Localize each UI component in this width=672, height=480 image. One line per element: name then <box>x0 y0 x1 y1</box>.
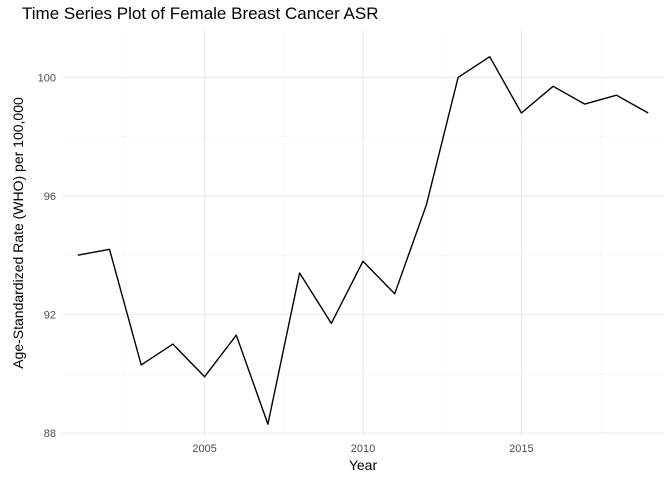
y-tick-label: 92 <box>44 309 56 321</box>
y-tick-label: 88 <box>44 428 56 440</box>
chart-title: Time Series Plot of Female Breast Cancer… <box>22 4 379 23</box>
y-axis-title: Age-Standardized Rate (WHO) per 100,000 <box>10 97 26 369</box>
y-tick-label: 100 <box>38 72 56 84</box>
x-tick-label: 2010 <box>351 443 375 455</box>
x-tick-labels: 2005 2010 2015 <box>192 443 533 455</box>
x-tick-label: 2005 <box>192 443 216 455</box>
y-tick-labels: 88 92 96 100 <box>38 72 56 440</box>
y-tick-label: 96 <box>44 191 56 203</box>
x-tick-label: 2015 <box>509 443 533 455</box>
series-layer <box>77 56 649 425</box>
x-axis-title: Year <box>349 457 378 473</box>
series-line <box>77 56 649 425</box>
major-gridlines <box>62 30 664 436</box>
